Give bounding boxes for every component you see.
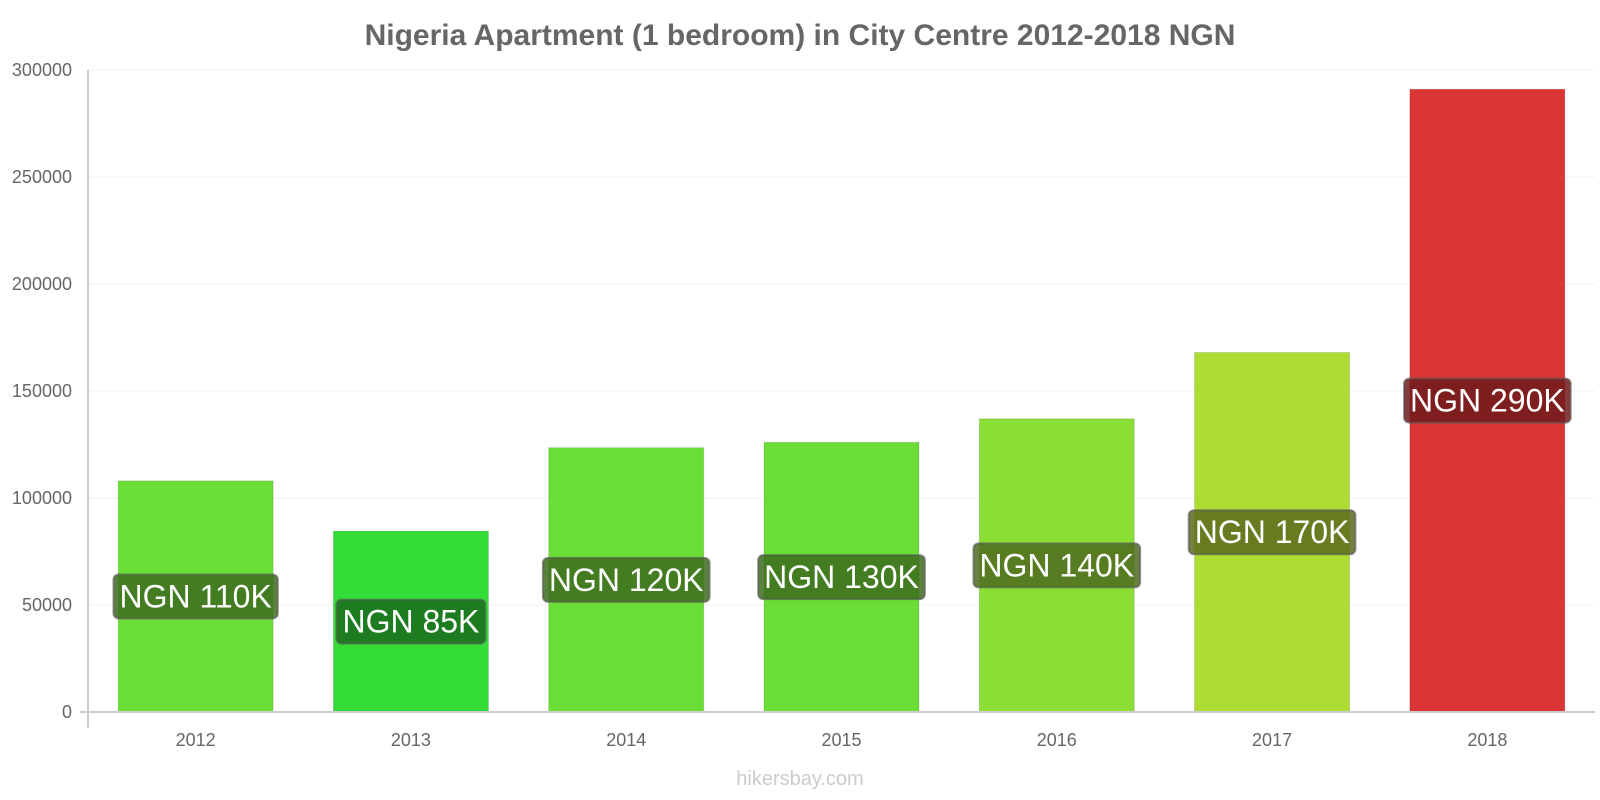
data-label-background — [541, 556, 711, 603]
data-label-text: NGN 130K — [764, 559, 919, 595]
x-tick-label: 2018 — [1467, 730, 1507, 750]
data-label-background — [335, 598, 487, 645]
x-tick-label: 2015 — [821, 730, 861, 750]
data-label-background — [972, 542, 1142, 589]
data-label-background — [757, 554, 926, 601]
data-label-2013: NGN 85K — [335, 598, 487, 645]
y-tick-label: 0 — [62, 702, 72, 722]
data-label-2017: NGN 170K — [1187, 509, 1357, 556]
chart-title: Nigeria Apartment (1 bedroom) in City Ce… — [365, 19, 1236, 52]
data-label-text: NGN 120K — [549, 562, 704, 598]
data-label-text: NGN 140K — [979, 547, 1134, 583]
source-credit: hikersbay.com — [736, 768, 863, 790]
data-label-background — [1402, 377, 1572, 424]
data-label-2014: NGN 120K — [541, 556, 711, 603]
data-label-2012: NGN 110K — [112, 573, 279, 620]
x-tick-label: 2017 — [1252, 730, 1292, 750]
data-label-background — [1187, 509, 1357, 556]
data-label-2015: NGN 130K — [757, 554, 926, 601]
x-tick-label: 2014 — [606, 730, 646, 750]
y-tick-label: 200000 — [12, 274, 72, 294]
x-tick-label: 2012 — [176, 730, 216, 750]
data-label-text: NGN 290K — [1410, 383, 1565, 419]
data-label-text: NGN 170K — [1195, 514, 1350, 550]
y-tick-label: 50000 — [22, 595, 72, 615]
y-tick-label: 150000 — [12, 381, 72, 401]
y-tick-label: 100000 — [12, 488, 72, 508]
x-tick-label: 2013 — [391, 730, 431, 750]
x-tick-label: 2016 — [1037, 730, 1077, 750]
data-label-text: NGN 85K — [342, 604, 479, 640]
data-label-text: NGN 110K — [119, 578, 271, 614]
data-label-2018: NGN 290K — [1402, 377, 1572, 424]
y-tick-label: 300000 — [12, 60, 72, 80]
axes: 0 50000 100000 150000 200000 250000 300000 2012… — [12, 60, 1595, 750]
bars — [117, 88, 1566, 713]
data-labels: NGN 110K NGN 85K NGN 120K NGN 130K NGN 140K N… — [112, 377, 1572, 645]
data-label-2016: NGN 140K — [972, 542, 1142, 589]
y-tick-label: 250000 — [12, 167, 72, 187]
data-label-background — [112, 573, 279, 620]
